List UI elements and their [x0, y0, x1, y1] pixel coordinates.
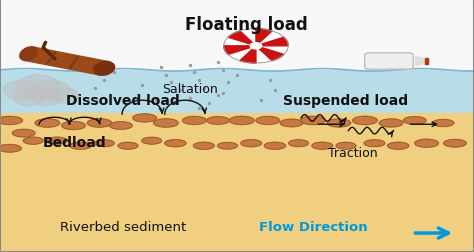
- Ellipse shape: [165, 140, 186, 147]
- Text: Flow Direction: Flow Direction: [258, 220, 367, 233]
- Ellipse shape: [20, 48, 37, 61]
- Ellipse shape: [118, 143, 138, 149]
- Ellipse shape: [46, 138, 67, 145]
- Ellipse shape: [387, 143, 409, 150]
- Ellipse shape: [327, 119, 351, 128]
- Ellipse shape: [133, 114, 156, 122]
- Ellipse shape: [182, 117, 206, 125]
- Ellipse shape: [0, 117, 23, 125]
- Wedge shape: [224, 47, 256, 55]
- Circle shape: [3, 81, 39, 100]
- Text: Dissolved load: Dissolved load: [66, 94, 180, 108]
- Ellipse shape: [193, 143, 214, 150]
- Ellipse shape: [87, 119, 112, 128]
- Wedge shape: [256, 47, 284, 61]
- Bar: [0, 0, 474, 71]
- Ellipse shape: [70, 143, 91, 150]
- Wedge shape: [256, 38, 288, 47]
- Ellipse shape: [207, 117, 229, 125]
- Polygon shape: [24, 48, 109, 76]
- Text: Bedload: Bedload: [43, 135, 106, 149]
- Ellipse shape: [432, 120, 454, 127]
- Circle shape: [224, 29, 288, 64]
- Ellipse shape: [336, 143, 356, 149]
- Polygon shape: [416, 57, 426, 66]
- Ellipse shape: [264, 143, 285, 150]
- Text: Saltation: Saltation: [162, 83, 218, 96]
- Ellipse shape: [109, 122, 132, 130]
- Ellipse shape: [23, 138, 43, 145]
- Text: Traction: Traction: [328, 146, 378, 159]
- Circle shape: [13, 90, 44, 106]
- Wedge shape: [256, 29, 272, 47]
- Circle shape: [250, 44, 262, 50]
- Circle shape: [32, 90, 63, 106]
- Text: Riverbed sediment: Riverbed sediment: [60, 220, 186, 233]
- Circle shape: [34, 81, 70, 100]
- Ellipse shape: [353, 117, 377, 125]
- Ellipse shape: [289, 140, 309, 147]
- Ellipse shape: [0, 145, 21, 152]
- Ellipse shape: [403, 117, 426, 125]
- Ellipse shape: [94, 140, 114, 147]
- Ellipse shape: [142, 138, 162, 144]
- Circle shape: [50, 88, 78, 103]
- Ellipse shape: [12, 130, 35, 137]
- Ellipse shape: [62, 122, 85, 130]
- Text: Floating load: Floating load: [185, 16, 308, 34]
- Ellipse shape: [444, 140, 466, 147]
- Bar: [0, 113, 474, 252]
- Ellipse shape: [229, 117, 254, 125]
- Ellipse shape: [94, 62, 115, 76]
- Ellipse shape: [379, 119, 403, 128]
- FancyBboxPatch shape: [365, 54, 413, 70]
- Ellipse shape: [256, 117, 280, 125]
- Ellipse shape: [154, 119, 178, 128]
- Ellipse shape: [35, 119, 60, 128]
- Ellipse shape: [280, 120, 303, 127]
- Circle shape: [17, 76, 59, 98]
- Ellipse shape: [241, 140, 262, 147]
- Bar: [425, 59, 428, 65]
- Ellipse shape: [364, 140, 385, 147]
- Ellipse shape: [312, 143, 333, 150]
- Wedge shape: [240, 47, 256, 64]
- Text: Suspended load: Suspended load: [283, 94, 408, 108]
- Ellipse shape: [415, 140, 438, 148]
- Ellipse shape: [218, 143, 237, 149]
- Ellipse shape: [301, 117, 325, 125]
- Bar: [0, 71, 474, 113]
- Wedge shape: [228, 32, 256, 47]
